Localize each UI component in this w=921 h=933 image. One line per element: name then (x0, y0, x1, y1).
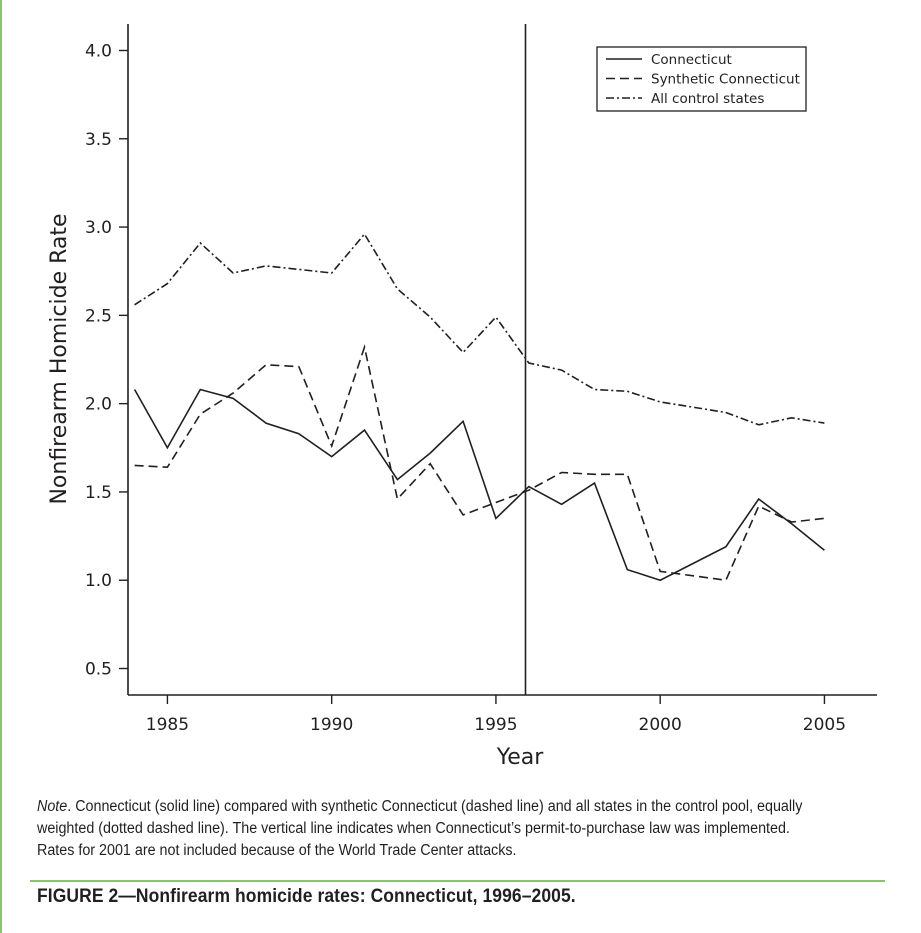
legend-box (596, 46, 807, 112)
y-tick-label: 3.0 (85, 218, 112, 238)
note-text: . Connecticut (solid line) compared with… (37, 798, 803, 859)
y-tick-label: 2.5 (85, 306, 112, 326)
y-tick-label: 4.0 (85, 41, 112, 61)
x-tick-label: 2000 (639, 715, 682, 735)
series-line-dashed (134, 344, 825, 582)
y-tick-label: 0.5 (85, 660, 112, 680)
legend-label: Synthetic Connecticut (651, 72, 800, 88)
y-tick-label: 2.0 (85, 395, 112, 415)
figure-note: Note. Connecticut (solid line) compared … (37, 796, 828, 862)
y-tick-label: 1.0 (85, 571, 112, 591)
x-ticks: 1985 1990 1995 2000 2005 (146, 695, 846, 735)
y-tick-label: 1.5 (85, 483, 112, 503)
axes (127, 24, 877, 696)
x-tick-label: 1990 (310, 715, 353, 735)
x-tick-label: 2005 (803, 715, 846, 735)
page-left-rule (0, 0, 2, 933)
y-tick-label: 3.5 (85, 130, 112, 150)
caption-rule (30, 880, 885, 882)
legend: Connecticut Synthetic Connecticut All cont… (596, 46, 807, 112)
x-tick-label: 1985 (146, 715, 189, 735)
note-lead: Note (37, 798, 68, 815)
x-axis-title: Year (496, 745, 545, 770)
legend-label: All control states (651, 91, 764, 107)
y-axis-title: Nonfirearm Homicide Rate (47, 213, 72, 504)
figure-caption: FIGURE 2—Nonfirearm homicide rates: Conn… (37, 886, 576, 907)
series-line-dashdot (134, 232, 825, 426)
y-ticks: 0.5 1.0 1.5 2.0 2.5 3.0 3.5 4.0 (85, 41, 128, 680)
homicide-rate-chart: 0.5 1.0 1.5 2.0 2.5 3.0 3.5 4.0 1985 1990 1995 200… (47, 24, 877, 770)
series-layer (133, 232, 825, 582)
legend-label: Connecticut (651, 52, 732, 68)
series-line-solid (133, 388, 825, 582)
x-tick-label: 1995 (474, 715, 517, 735)
